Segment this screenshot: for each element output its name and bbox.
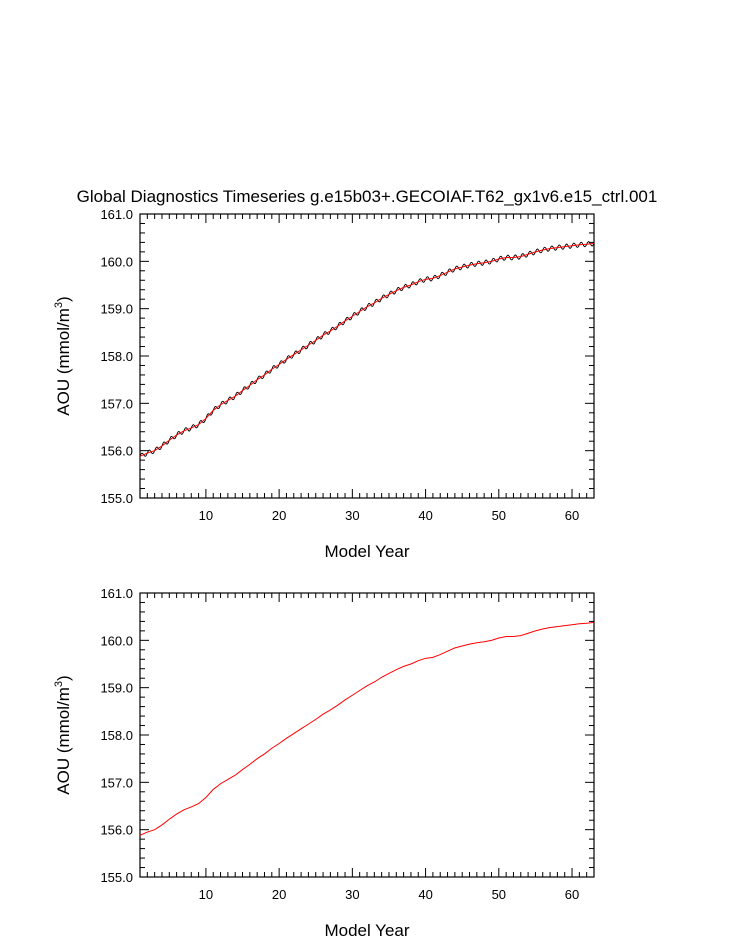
x-tick-label: 30 <box>345 508 359 523</box>
x-axis-label: Model Year <box>324 921 409 940</box>
y-tick-label: 158.0 <box>100 349 133 364</box>
x-tick-label: 20 <box>272 887 286 902</box>
annual-mean-series-line <box>139 242 595 457</box>
y-tick-label: 158.0 <box>100 728 133 743</box>
y-tick-label: 161.0 <box>100 586 133 601</box>
y-tick-label: 155.0 <box>100 491 133 506</box>
y-axis-label-close: ) <box>54 296 73 302</box>
y-axis-label: AOU (mmol/m3) <box>53 675 73 794</box>
x-tick-marks <box>139 214 595 498</box>
y-tick-label: 161.0 <box>100 207 133 222</box>
x-tick-label: 50 <box>492 508 506 523</box>
x-tick-label: 40 <box>418 508 432 523</box>
y-tick-label: 156.0 <box>100 823 133 838</box>
y-tick-label: 156.0 <box>100 444 133 459</box>
y-tick-label: 159.0 <box>100 681 133 696</box>
y-tick-label: 160.0 <box>100 254 133 269</box>
y-axis-label-superscript: 3 <box>53 681 65 687</box>
x-tick-label: 10 <box>199 887 213 902</box>
x-tick-label: 10 <box>199 508 213 523</box>
y-tick-label: 160.0 <box>100 633 133 648</box>
x-axis-label: Model Year <box>324 542 409 561</box>
monthly-series-line <box>139 241 595 457</box>
chart-title: Global Diagnostics Timeseries g.e15b03+.… <box>77 187 658 206</box>
x-tick-label: 60 <box>565 887 579 902</box>
top-panel: 10 20 30 40 50 60 155.0 156.0 157.0 158.0 159.0 160… <box>53 207 595 561</box>
y-tick-label: 157.0 <box>100 775 133 790</box>
y-axis-label-superscript: 3 <box>53 302 65 308</box>
x-tick-label: 60 <box>565 508 579 523</box>
bottom-panel: 10 20 30 40 50 60 155.0 156.0 157.0 158.0 159.0 160… <box>53 586 595 940</box>
y-tick-label: 159.0 <box>100 302 133 317</box>
annual-mean-series-line <box>139 621 595 836</box>
plot-frame <box>139 213 595 499</box>
x-tick-label: 40 <box>418 887 432 902</box>
x-tick-label: 50 <box>492 887 506 902</box>
x-tick-marks <box>139 593 595 877</box>
y-tick-marks <box>140 592 594 878</box>
y-axis-label-main: AOU (mmol/m <box>54 308 73 416</box>
y-axis-label: AOU (mmol/m3) <box>53 296 73 415</box>
plot-frame <box>139 592 595 878</box>
y-tick-label: 155.0 <box>100 870 133 885</box>
x-tick-label: 20 <box>272 508 286 523</box>
y-tick-label: 157.0 <box>100 396 133 411</box>
y-tick-marks <box>140 213 594 499</box>
x-tick-label: 30 <box>345 887 359 902</box>
y-axis-label-close: ) <box>54 675 73 681</box>
y-axis-label-main: AOU (mmol/m <box>54 687 73 795</box>
